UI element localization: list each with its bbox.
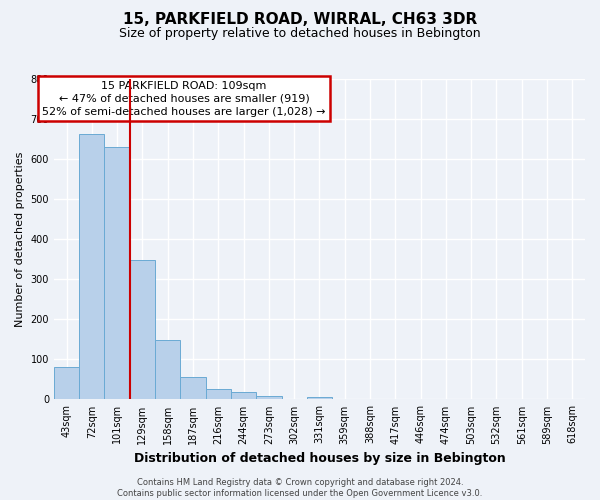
Bar	[181, 376, 206, 400]
Text: Size of property relative to detached houses in Bebington: Size of property relative to detached ho…	[119, 28, 481, 40]
Bar	[307, 398, 332, 400]
Bar	[54, 366, 79, 400]
Bar	[130, 260, 155, 400]
Bar	[104, 147, 130, 400]
Bar	[155, 340, 181, 400]
Bar	[256, 396, 281, 400]
Bar	[206, 388, 231, 400]
Bar	[231, 392, 256, 400]
Text: Contains HM Land Registry data © Crown copyright and database right 2024.
Contai: Contains HM Land Registry data © Crown c…	[118, 478, 482, 498]
X-axis label: Distribution of detached houses by size in Bebington: Distribution of detached houses by size …	[134, 452, 505, 465]
Text: 15 PARKFIELD ROAD: 109sqm
← 47% of detached houses are smaller (919)
52% of semi: 15 PARKFIELD ROAD: 109sqm ← 47% of detac…	[42, 80, 326, 117]
Text: 15, PARKFIELD ROAD, WIRRAL, CH63 3DR: 15, PARKFIELD ROAD, WIRRAL, CH63 3DR	[123, 12, 477, 28]
Y-axis label: Number of detached properties: Number of detached properties	[15, 152, 25, 327]
Bar	[79, 134, 104, 400]
